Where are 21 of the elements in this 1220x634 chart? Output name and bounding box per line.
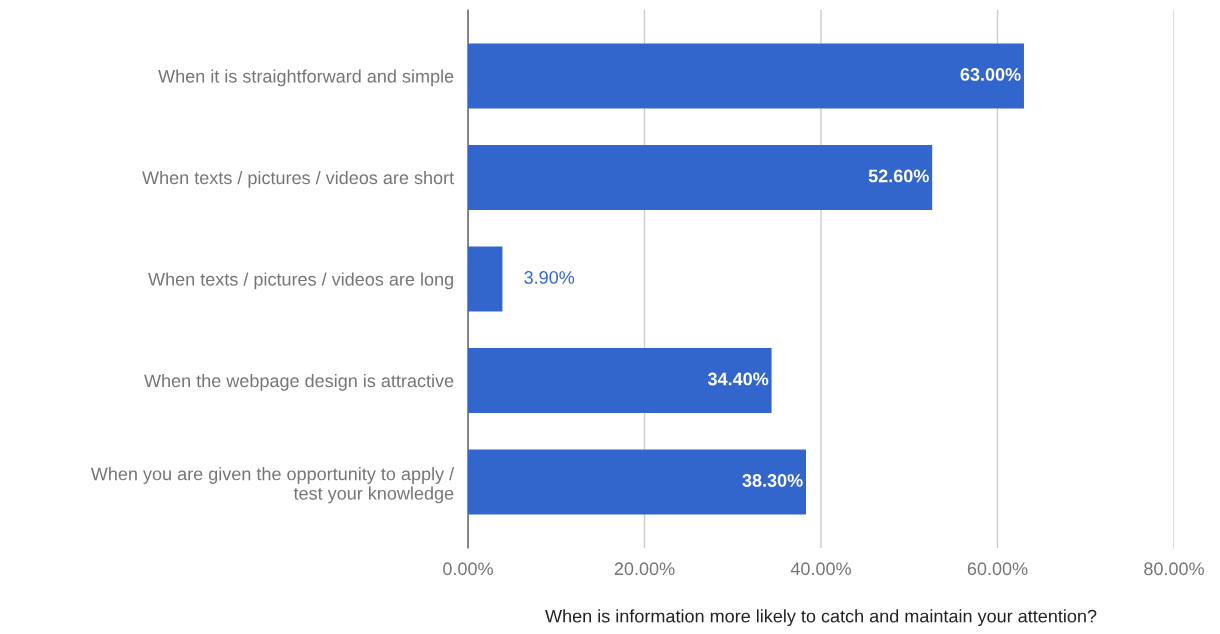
bar [468,449,806,515]
y-tick-label: When texts / pictures / videos are short [142,170,454,188]
data-label: 52.60% [868,169,929,183]
bar [468,43,1024,109]
data-label: 34.40% [707,372,769,386]
x-tick-label: 60.00% [967,562,1028,576]
x-axis-title: When is information more likely to catch and maintain your attention? [545,609,1097,627]
bar [468,348,772,413]
y-tick-label: When texts / pictures / videos are long [148,272,453,290]
x-tick-label: 40.00% [790,562,851,576]
y-tick-label: When you are given the opportunity to apply / test your knowledge [90,467,455,504]
x-tick-label: 80.00% [1144,562,1204,576]
bar [468,246,503,312]
y-tick-label: When it is straightforward and simple [158,69,454,87]
data-label: 63.00% [960,68,1021,81]
x-tick-label: 0.00% [443,562,493,576]
data-label: 3.90% [524,271,575,284]
bar [468,145,933,210]
data-label: 38.30% [742,474,803,487]
y-tick-label: When the webpage design is attractive [144,373,454,391]
x-tick-label: 20.00% [614,562,675,576]
